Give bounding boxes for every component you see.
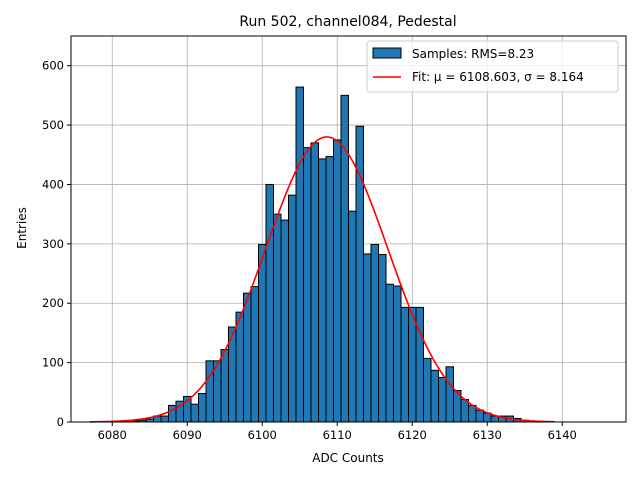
legend-label-samples: Samples: RMS=8.23 <box>412 47 534 61</box>
x-tick-label: 6110 <box>323 428 352 442</box>
x-tick-label: 6090 <box>173 428 202 442</box>
histogram-bar <box>243 292 252 423</box>
histogram-bar <box>393 285 402 423</box>
x-axis-label: ADC Counts <box>312 451 384 465</box>
legend-label-fit: Fit: μ = 6108.603, σ = 8.164 <box>412 70 584 84</box>
x-tick-label: 6120 <box>398 428 427 442</box>
histogram-bar <box>490 415 499 423</box>
histogram-bar <box>250 286 259 423</box>
y-tick-label: 400 <box>42 177 64 191</box>
histogram-bar <box>160 415 169 423</box>
histogram-bar <box>295 86 304 423</box>
histogram-bar <box>468 404 477 423</box>
histogram-bar <box>430 369 439 423</box>
histogram-bar <box>168 404 177 423</box>
histogram-bar <box>325 156 334 423</box>
histogram-bar <box>273 213 282 423</box>
y-axis-ticks: 0 100 200 300 400 500 600 <box>42 59 71 429</box>
y-tick-label: 300 <box>42 237 64 251</box>
histogram-bar <box>370 243 379 423</box>
histogram-bar <box>205 360 214 423</box>
histogram-bar <box>340 94 349 423</box>
legend: Samples: RMS=8.23 Fit: μ = 6108.603, σ =… <box>366 40 619 93</box>
x-tick-label: 6130 <box>473 428 502 442</box>
histogram-bar <box>303 147 312 423</box>
histogram-bar <box>408 306 417 423</box>
histogram-bar <box>460 398 469 423</box>
histogram-bar <box>400 306 409 423</box>
y-tick-label: 200 <box>42 296 64 310</box>
histogram-bar <box>438 376 447 423</box>
histogram-bar <box>445 366 454 423</box>
histogram-bar <box>385 283 394 423</box>
y-tick-label: 500 <box>42 118 64 132</box>
histogram-bar <box>333 139 342 423</box>
y-axis-label: Entries <box>15 207 29 249</box>
histogram-bar <box>423 357 432 423</box>
histogram-bar <box>235 311 244 423</box>
x-tick-label: 6140 <box>548 428 577 442</box>
histogram-bar <box>198 392 207 423</box>
histogram-bar <box>378 254 387 423</box>
histogram-bar <box>348 210 357 423</box>
histogram-bar <box>363 253 372 423</box>
y-tick-label: 0 <box>57 415 64 429</box>
histogram-bar <box>220 349 229 423</box>
histogram-bar <box>288 194 297 423</box>
histogram-bar <box>475 409 484 423</box>
histogram-bar <box>265 183 274 423</box>
plot-frame <box>70 35 627 423</box>
histogram-bar <box>190 403 199 423</box>
legend-box <box>366 40 619 93</box>
histogram-bar <box>258 243 267 423</box>
chart-title: Run 502, channel084, Pedestal <box>239 14 456 30</box>
y-tick-label: 100 <box>42 356 64 370</box>
histogram-bar <box>310 142 319 423</box>
gaussian-fit-curve <box>89 136 555 423</box>
histogram-bar <box>280 219 289 423</box>
x-axis-ticks: 6080 6090 6100 6110 6120 6130 6140 <box>98 422 577 442</box>
x-tick-label: 6100 <box>248 428 277 442</box>
histogram-bar <box>318 158 327 423</box>
y-tick-label: 600 <box>42 59 64 73</box>
x-tick-label: 6080 <box>98 428 127 442</box>
legend-swatch-samples <box>372 47 402 59</box>
